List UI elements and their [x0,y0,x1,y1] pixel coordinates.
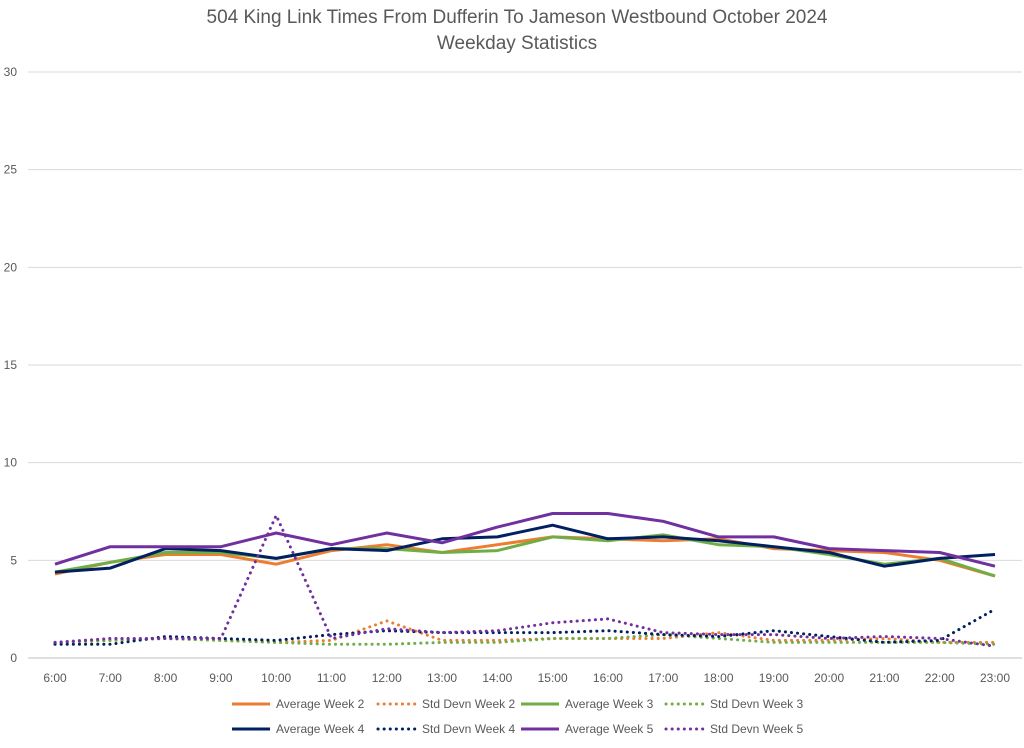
y-tick-label: 10 [4,456,18,470]
legend-item: Average Week 2 [232,697,365,711]
x-tick-label: 10:00 [261,671,291,685]
series-line-std-devn-week-4 [53,607,997,646]
series-line-average-week-4 [54,523,996,574]
y-tick-label: 5 [10,553,17,567]
legend-item: Std Devn Week 5 [664,722,803,736]
x-tick-label: 18:00 [704,671,734,685]
x-tick-label: 7:00 [99,671,123,685]
legend-label: Average Week 5 [565,722,654,736]
x-tick-label: 9:00 [209,671,233,685]
x-tick-label: 22:00 [925,671,955,685]
legend-item: Average Week 3 [521,697,654,711]
y-axis-ticks: 0 5 10 15 20 25 30 [4,65,18,665]
legend-item: Std Devn Week 4 [376,722,515,736]
x-tick-label: 16:00 [593,671,623,685]
series-line-average-week-2 [54,535,996,578]
legend-item: Std Devn Week 3 [664,697,803,711]
legend-label: Std Devn Week 3 [710,697,803,711]
legend-label: Average Week 3 [565,697,654,711]
x-tick-label: 17:00 [648,671,678,685]
x-tick-label: 8:00 [154,671,178,685]
x-tick-label: 13:00 [427,671,457,685]
series-line-std-devn-week-5 [53,513,997,648]
x-tick-label: 19:00 [759,671,789,685]
x-axis-ticks: 6:00 7:00 8:00 9:00 10:00 11:00 12:00 13:00 14:0… [43,671,1010,685]
y-tick-label: 20 [4,260,18,274]
x-tick-label: 20:00 [814,671,844,685]
y-tick-label: 15 [4,358,18,372]
y-tick-label: 25 [4,163,18,177]
x-tick-label: 6:00 [43,671,67,685]
legend-label: Std Devn Week 4 [422,722,515,736]
x-tick-label: 23:00 [980,671,1010,685]
y-tick-label: 30 [4,65,18,79]
chart-subtitle: Weekday Statistics [437,33,597,54]
legend-label: Std Devn Week 2 [422,697,515,711]
x-tick-label: 14:00 [482,671,512,685]
x-tick-label: 12:00 [372,671,402,685]
series-lines [53,512,997,648]
legend-item: Average Week 5 [521,722,654,736]
gridlines [28,71,1022,659]
legend-label: Average Week 4 [276,722,365,736]
series-line-average-week-5 [54,512,996,568]
legend: Average Week 2 Std Devn Week 2 Average Wee… [232,697,803,736]
legend-label: Std Devn Week 5 [710,722,803,736]
legend-label: Average Week 2 [276,697,365,711]
legend-item: Average Week 4 [232,722,365,736]
x-tick-label: 15:00 [538,671,568,685]
series-line-std-devn-week-3 [53,633,997,646]
legend-item: Std Devn Week 2 [376,697,515,711]
x-tick-label: 21:00 [869,671,899,685]
y-tick-label: 0 [10,651,17,665]
x-tick-label: 11:00 [317,671,346,685]
chart-title: 504 King Link Times From Dufferin To Jam… [207,7,828,28]
